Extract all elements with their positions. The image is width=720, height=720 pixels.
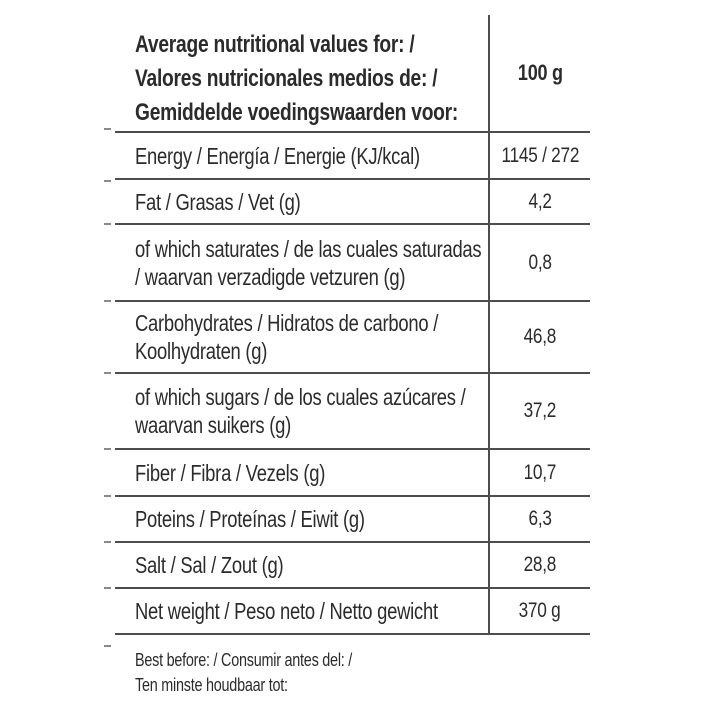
tick-mark [104, 587, 111, 589]
row-value: 28,8 [490, 543, 590, 587]
table-row-energy: Energy / Energía / Energie (KJ/kcal) 114… [115, 133, 590, 180]
row-label-line: Carbohydrates / Hidratos de carbono / [135, 310, 439, 336]
row-value: 46,8 [490, 302, 590, 372]
row-label-line: Salt / Sal / Zout (g) [135, 552, 284, 578]
header-line-en: Average nutritional values for: / [135, 31, 415, 58]
table-row-sugars: of which sugars / de los cuales azúcares… [115, 374, 590, 450]
row-label: Poteins / Proteínas / Eiwit (g) [115, 497, 490, 541]
row-value-text: 0,8 [528, 250, 552, 274]
row-value-text: 1145 / 272 [501, 143, 579, 167]
tick-mark [104, 372, 111, 374]
row-label-line: Poteins / Proteínas / Eiwit (g) [135, 506, 365, 532]
tick-mark [104, 223, 111, 225]
row-label-line: Net weight / Peso neto / Netto gewicht [135, 598, 438, 624]
row-label-line: / waarvan verzadigde vetzuren (g) [135, 263, 406, 290]
row-label: Fiber / Fibra / Vezels (g) [115, 450, 490, 495]
tick-mark [104, 180, 111, 182]
serving-size: 100 g [517, 60, 563, 85]
best-before-note: Best before: / Consumir antes del: / Ten… [135, 648, 406, 698]
row-value: 4,2 [490, 180, 590, 223]
row-value-text: 10,7 [523, 460, 557, 484]
row-value: 10,7 [490, 450, 590, 495]
header-label-cell: Average nutritional values for: / Valore… [115, 15, 490, 131]
row-label-line: Fiber / Fibra / Vezels (g) [135, 459, 326, 486]
tick-mark [104, 541, 111, 543]
header-line-nl: Gemiddelde voedingswaarden voor: [135, 99, 459, 126]
row-value-text: 46,8 [523, 325, 557, 348]
table-row-net-weight: Net weight / Peso neto / Netto gewicht 3… [115, 589, 590, 635]
tick-mark [104, 495, 111, 497]
header-value-cell: 100 g [490, 15, 590, 131]
tick-mark [104, 645, 111, 647]
row-value: 370 g [490, 589, 590, 633]
row-value: 1145 / 272 [490, 133, 590, 178]
row-label: Salt / Sal / Zout (g) [115, 543, 490, 587]
row-label-line: Koolhydraten (g) [135, 338, 268, 364]
row-label: Fat / Grasas / Vet (g) [115, 180, 490, 223]
row-label: Energy / Energía / Energie (KJ/kcal) [115, 133, 490, 178]
tick-mark [104, 300, 111, 302]
best-before-line-2: Ten minste houdbaar tot: [135, 675, 288, 695]
row-label-line: Energy / Energía / Energie (KJ/kcal) [135, 142, 420, 169]
table-row-saturates: of which saturates / de las cuales satur… [115, 225, 590, 302]
row-label: of which sugars / de los cuales azúcares… [115, 374, 490, 448]
nutrition-table: Average nutritional values for: / Valore… [115, 15, 590, 635]
row-value-text: 6,3 [528, 507, 552, 530]
row-label: Carbohydrates / Hidratos de carbono / Ko… [115, 302, 490, 372]
row-value-text: 28,8 [523, 553, 557, 576]
table-row-fiber: Fiber / Fibra / Vezels (g) 10,7 [115, 450, 590, 497]
table-row-fat: Fat / Grasas / Vet (g) 4,2 [115, 180, 590, 225]
row-value: 6,3 [490, 497, 590, 541]
row-label-line: of which sugars / de los cuales azúcares… [135, 384, 466, 410]
table-header-row: Average nutritional values for: / Valore… [115, 15, 590, 133]
table-row-salt: Salt / Sal / Zout (g) 28,8 [115, 543, 590, 589]
row-label-line: Fat / Grasas / Vet (g) [135, 188, 301, 215]
row-value-text: 370 g [519, 599, 561, 622]
row-value-text: 37,2 [523, 399, 557, 422]
row-value: 0,8 [490, 225, 590, 300]
row-label: Net weight / Peso neto / Netto gewicht [115, 589, 490, 633]
row-value: 37,2 [490, 374, 590, 448]
table-row-proteins: Poteins / Proteínas / Eiwit (g) 6,3 [115, 497, 590, 543]
best-before-line-1: Best before: / Consumir antes del: / [135, 650, 353, 670]
table-row-carbohydrates: Carbohydrates / Hidratos de carbono / Ko… [115, 302, 590, 374]
row-label-line: waarvan suikers (g) [135, 412, 291, 438]
tick-mark [104, 448, 111, 450]
header-line-es: Valores nutricionales medios de: / [135, 65, 438, 92]
row-label: of which saturates / de las cuales satur… [115, 225, 490, 300]
row-label-line: of which saturates / de las cuales satur… [135, 235, 482, 262]
row-value-text: 4,2 [528, 189, 552, 213]
tick-mark [104, 128, 111, 130]
